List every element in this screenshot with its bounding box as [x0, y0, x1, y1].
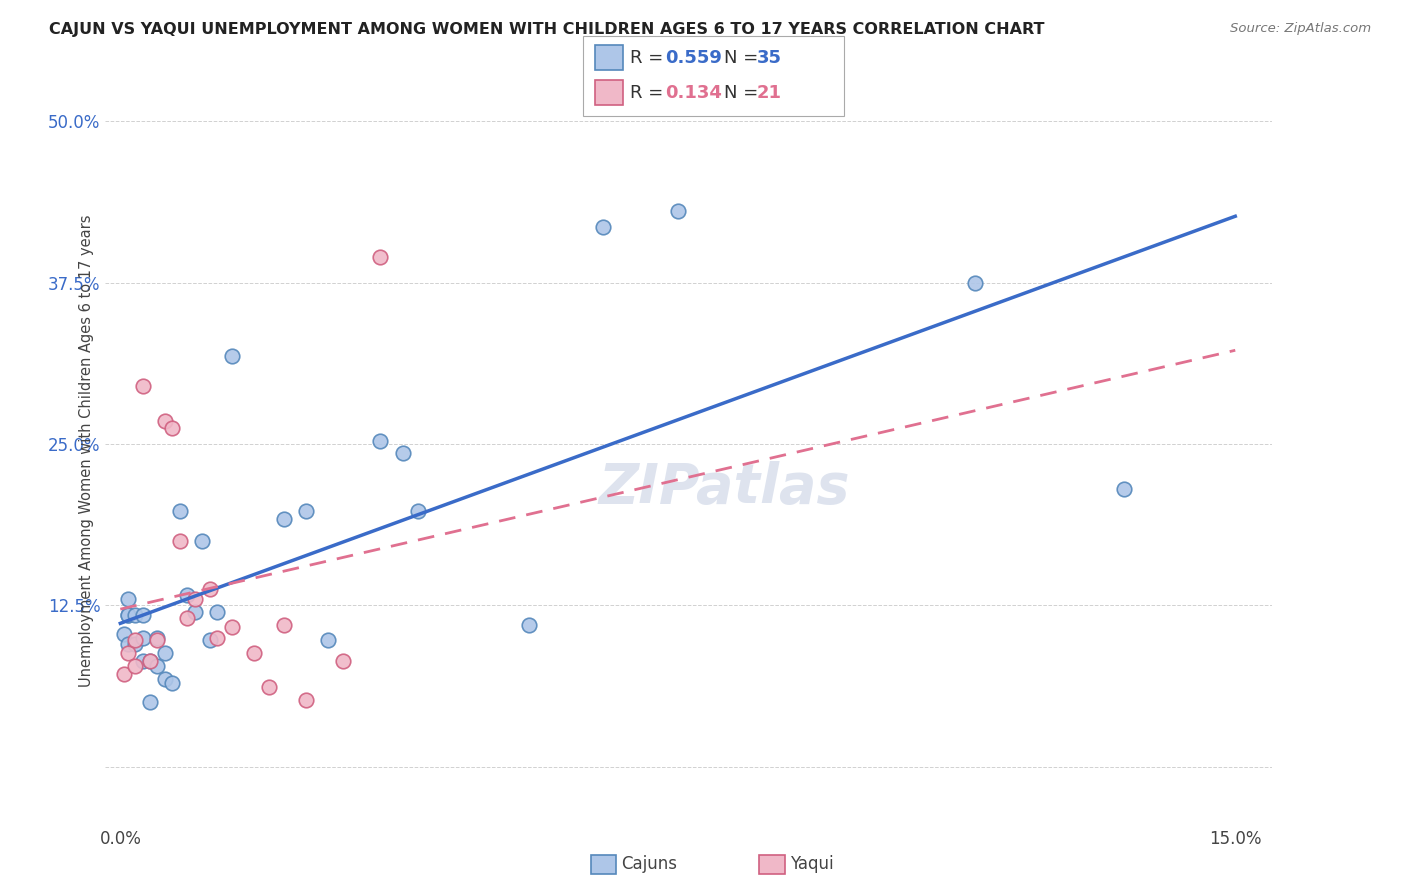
- Point: [205, 605, 228, 619]
- Point: [146, 633, 169, 648]
- Point: [131, 607, 153, 622]
- Point: [139, 654, 162, 668]
- Point: [176, 588, 198, 602]
- Text: Yaqui: Yaqui: [790, 855, 834, 873]
- Point: [139, 654, 162, 668]
- Text: R =: R =: [630, 49, 669, 67]
- Point: [153, 646, 176, 660]
- Point: [124, 607, 146, 622]
- Point: [517, 618, 540, 632]
- Point: [205, 631, 228, 645]
- Point: [124, 637, 146, 651]
- Point: [117, 607, 139, 622]
- Point: [332, 654, 354, 668]
- Point: [198, 582, 221, 596]
- Point: [221, 349, 243, 363]
- Point: [153, 414, 176, 428]
- Point: [183, 592, 205, 607]
- Text: CAJUN VS YAQUI UNEMPLOYMENT AMONG WOMEN WITH CHILDREN AGES 6 TO 17 YEARS CORRELA: CAJUN VS YAQUI UNEMPLOYMENT AMONG WOMEN …: [49, 22, 1045, 37]
- Point: [965, 276, 987, 290]
- Text: 21: 21: [756, 84, 782, 102]
- Point: [592, 219, 614, 234]
- Text: Cajuns: Cajuns: [621, 855, 678, 873]
- Point: [176, 611, 198, 625]
- Point: [183, 605, 205, 619]
- Text: ZIPatlas: ZIPatlas: [598, 461, 849, 515]
- Point: [169, 504, 191, 518]
- Point: [243, 646, 266, 660]
- Point: [124, 659, 146, 673]
- Point: [146, 659, 169, 673]
- Point: [112, 667, 135, 681]
- Point: [162, 676, 184, 690]
- Text: N =: N =: [724, 49, 763, 67]
- Point: [406, 504, 429, 518]
- Point: [273, 512, 295, 526]
- Point: [221, 620, 243, 634]
- Point: [198, 633, 221, 648]
- Point: [295, 693, 318, 707]
- Point: [273, 618, 295, 632]
- Point: [391, 446, 413, 460]
- Point: [295, 504, 318, 518]
- Point: [124, 633, 146, 648]
- Point: [117, 637, 139, 651]
- Point: [666, 204, 689, 219]
- Point: [117, 646, 139, 660]
- Point: [131, 654, 153, 668]
- Point: [191, 533, 214, 548]
- Point: [318, 633, 340, 648]
- Point: [169, 533, 191, 548]
- Text: 0.134: 0.134: [665, 84, 721, 102]
- Point: [153, 672, 176, 686]
- Point: [139, 695, 162, 709]
- Point: [146, 631, 169, 645]
- Point: [117, 607, 139, 622]
- Y-axis label: Unemployment Among Women with Children Ages 6 to 17 years: Unemployment Among Women with Children A…: [79, 214, 94, 687]
- Point: [257, 680, 280, 694]
- Point: [1112, 482, 1135, 496]
- Point: [370, 434, 392, 449]
- Point: [162, 421, 184, 435]
- Point: [370, 250, 392, 264]
- Point: [112, 627, 135, 641]
- Text: Source: ZipAtlas.com: Source: ZipAtlas.com: [1230, 22, 1371, 36]
- Text: N =: N =: [724, 84, 763, 102]
- Text: 35: 35: [756, 49, 782, 67]
- Point: [117, 592, 139, 607]
- Text: 0.559: 0.559: [665, 49, 721, 67]
- Point: [131, 631, 153, 645]
- Point: [131, 379, 153, 393]
- Text: R =: R =: [630, 84, 669, 102]
